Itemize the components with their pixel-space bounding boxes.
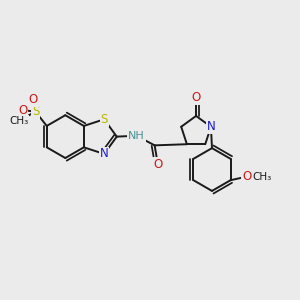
Text: CH₃: CH₃ xyxy=(10,116,29,126)
Text: NH: NH xyxy=(128,131,145,141)
Text: N: N xyxy=(207,120,215,133)
Text: O: O xyxy=(18,104,28,117)
Text: O: O xyxy=(242,170,251,183)
Text: O: O xyxy=(28,93,38,106)
Text: CH₃: CH₃ xyxy=(252,172,272,182)
Text: S: S xyxy=(100,113,108,126)
Text: O: O xyxy=(191,91,201,104)
Text: S: S xyxy=(32,105,39,118)
Text: N: N xyxy=(100,147,109,161)
Text: O: O xyxy=(153,158,163,171)
